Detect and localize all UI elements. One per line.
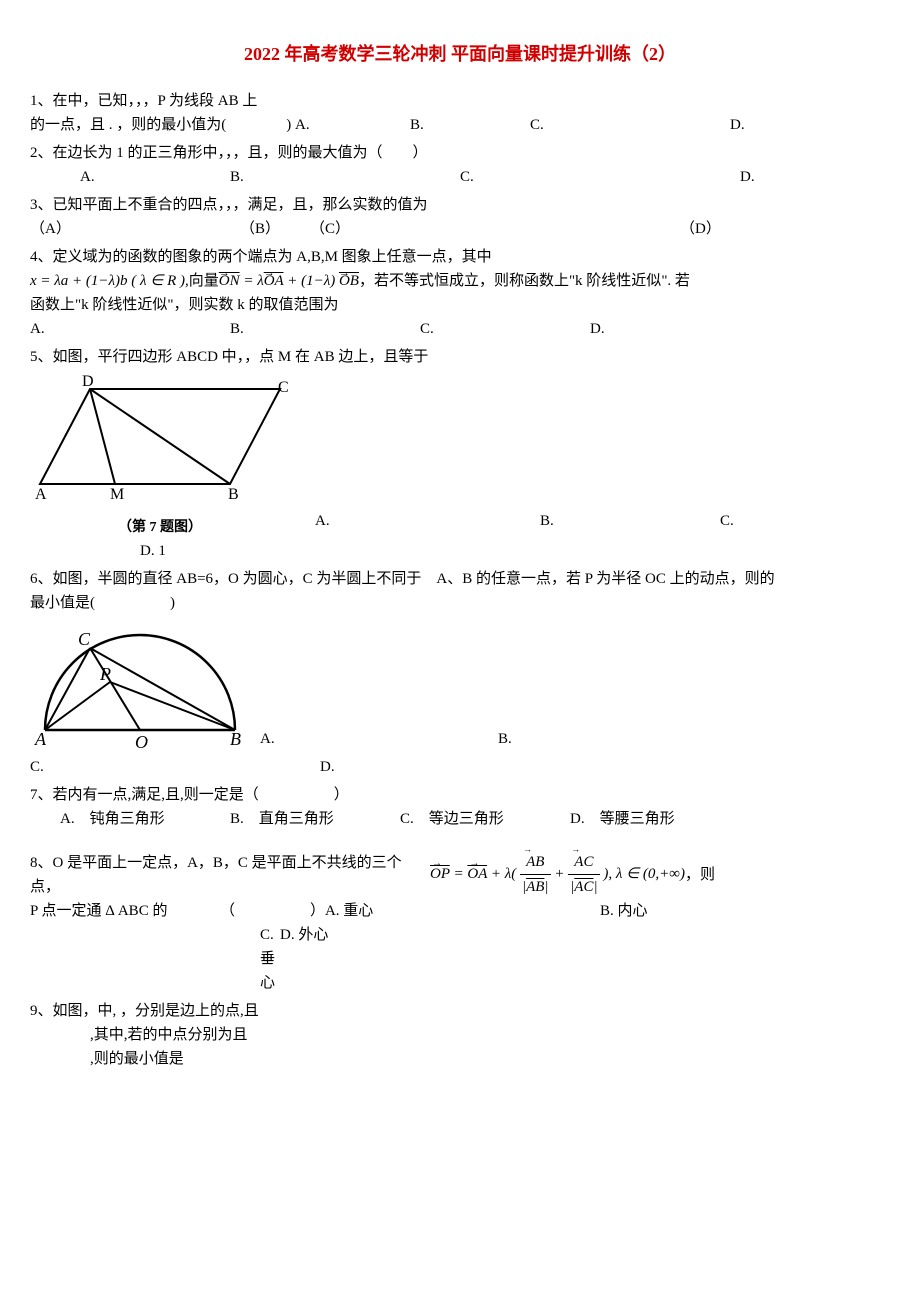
label-B: B	[230, 729, 241, 749]
q3-optD: （D）	[680, 217, 721, 241]
q6-optC: C.	[30, 755, 320, 779]
document-title: 2022 年高考数学三轮冲刺 平面向量课时提升训练（2）	[30, 40, 890, 69]
q8-optD: D. 外心	[280, 923, 328, 995]
q9-line2: ,其中,若的中点分别为且	[30, 1023, 890, 1047]
q5-optB: B.	[540, 509, 720, 539]
q7-optA: A. 钝角三角形	[60, 807, 230, 831]
label-M: M	[110, 486, 124, 503]
label-O: O	[135, 732, 148, 750]
q8-optC: C. 垂心	[30, 923, 280, 995]
q3-optC: （C）	[310, 217, 680, 241]
q6-semicircle-diagram: A B O C P	[30, 630, 260, 750]
q4-formula-label: 向量	[189, 273, 219, 289]
q2-optB: B.	[230, 165, 460, 189]
q1-optD: D.	[730, 113, 745, 137]
question-1: 1、在中，已知，，，P 为线段 AB 上 的一点，且 . ，则的最小值为( ) …	[30, 89, 890, 137]
question-2: 2、在边长为 1 的正三角形中，，，且，则的最大值为（ ） A. B. C. D…	[30, 141, 890, 189]
q8-line2: P 点一定通 Δ ABC 的 （ ）A. 重心	[30, 899, 600, 923]
q1-line2: 的一点，且 . ，则的最小值为( ) A.	[30, 113, 410, 137]
q5-optA: A.	[290, 509, 540, 539]
q4-optD: D.	[590, 317, 605, 341]
q7-optB: B. 直角三角形	[230, 807, 400, 831]
q1-optB: B.	[410, 113, 530, 137]
question-8: 8、O 是平面上一定点，A，B，C 是平面上不共线的三个点， →OP = →OA…	[30, 850, 890, 995]
question-9: 9、如图，中, ，分别是边上的点,且 ,其中,若的中点分别为且 ,则的最小值是	[30, 999, 890, 1071]
q4-line2-suffix: ，若不等式恒成立，则称函数上"k 阶线性近似". 若	[359, 273, 690, 289]
q3-text: 3、已知平面上不重合的四点，，，满足，且，那么实数的值为	[30, 193, 890, 217]
label-A: A	[35, 486, 47, 503]
q4-optC: C.	[420, 317, 590, 341]
q1-choices: 的一点，且 . ，则的最小值为( ) A. B. C. D.	[30, 113, 890, 137]
label-B: B	[228, 486, 239, 503]
q5-text: 5、如图，平行四边形 ABCD 中，，点 M 在 AB 边上，且等于	[30, 345, 890, 369]
label-P: P	[99, 664, 111, 684]
question-5: 5、如图，平行四边形 ABCD 中，，点 M 在 AB 边上，且等于 A M B…	[30, 345, 890, 563]
q9-line3: ,则的最小值是	[30, 1047, 890, 1071]
q7-optD: D. 等腰三角形	[570, 807, 675, 831]
q2-text: 2、在边长为 1 的正三角形中，，，且，则的最大值为（ ）	[30, 141, 890, 165]
q6-line2: 最小值是( )	[30, 591, 890, 615]
label-C: C	[278, 379, 289, 396]
q4-optA: A.	[30, 317, 230, 341]
q3-optA: （A）	[30, 217, 240, 241]
q8-optB: B. 内心	[600, 899, 648, 923]
q7-optC: C. 等边三角形	[400, 807, 570, 831]
q2-optD: D.	[740, 165, 755, 189]
q4-formula-prefix: x = λa + (1−λ)b ( λ ∈ R ),	[30, 273, 189, 289]
q5-caption: （第 7 题图）	[30, 517, 290, 539]
q5-parallelogram-diagram: A M B C D	[30, 374, 290, 504]
q6-optB: B.	[498, 727, 512, 755]
label-D: D	[82, 374, 94, 390]
q4-line3: 函数上"k 阶线性近似"，则实数 k 的取值范围为	[30, 293, 890, 317]
q1-optC: C.	[530, 113, 730, 137]
q4-optB: B.	[230, 317, 420, 341]
label-C: C	[78, 630, 91, 649]
q4-line1: 4、定义域为的函数的图象的两个端点为 A,B,M 图象上任意一点，其中	[30, 245, 890, 269]
q2-optA: A.	[30, 165, 230, 189]
q6-optA: A.	[260, 727, 498, 755]
q8-line1-suffix: ，则	[685, 863, 715, 887]
q2-optC: C.	[460, 165, 740, 189]
q6-optD: D.	[320, 755, 335, 779]
q8-formula: →OP = →OA + λ( →AB|AB| + →AC|AC| ), λ ∈ …	[430, 850, 685, 899]
q3-optB: （B）	[240, 217, 310, 241]
q6-line1: 6、如图，半圆的直径 AB=6，O 为圆心，C 为半圆上不同于 A、B 的任意一…	[30, 567, 890, 591]
question-7: 7、若内有一点,满足,且,则一定是（ ） A. 钝角三角形 B. 直角三角形 C…	[30, 783, 890, 831]
question-4: 4、定义域为的函数的图象的两个端点为 A,B,M 图象上任意一点，其中 x = …	[30, 245, 890, 341]
q5-optD: D. 1	[30, 539, 890, 563]
q4-choices: A. B. C. D.	[30, 317, 890, 341]
q5-optC: C.	[720, 509, 734, 539]
q4-formula-line: x = λa + (1−λ)b ( λ ∈ R ),向量→ON = λ→OA +…	[30, 269, 890, 293]
q9-line1: 9、如图，中, ，分别是边上的点,且	[30, 999, 890, 1023]
question-3: 3、已知平面上不重合的四点，，，满足，且，那么实数的值为 （A） （B） （C）…	[30, 193, 890, 241]
question-6: 6、如图，半圆的直径 AB=6，O 为圆心，C 为半圆上不同于 A、B 的任意一…	[30, 567, 890, 779]
q7-text: 7、若内有一点,满足,且,则一定是（ ）	[30, 783, 890, 807]
q2-choices: A. B. C. D.	[30, 165, 890, 189]
q4-formula-eq: →ON = λ→OA + (1−λ) →OB	[219, 273, 359, 289]
q1-line1: 1、在中，已知，，，P 为线段 AB 上	[30, 89, 890, 113]
q3-choices: （A） （B） （C） （D）	[30, 217, 890, 241]
label-A: A	[34, 729, 47, 749]
q8-line1: 8、O 是平面上一定点，A，B，C 是平面上不共线的三个点，	[30, 851, 430, 899]
